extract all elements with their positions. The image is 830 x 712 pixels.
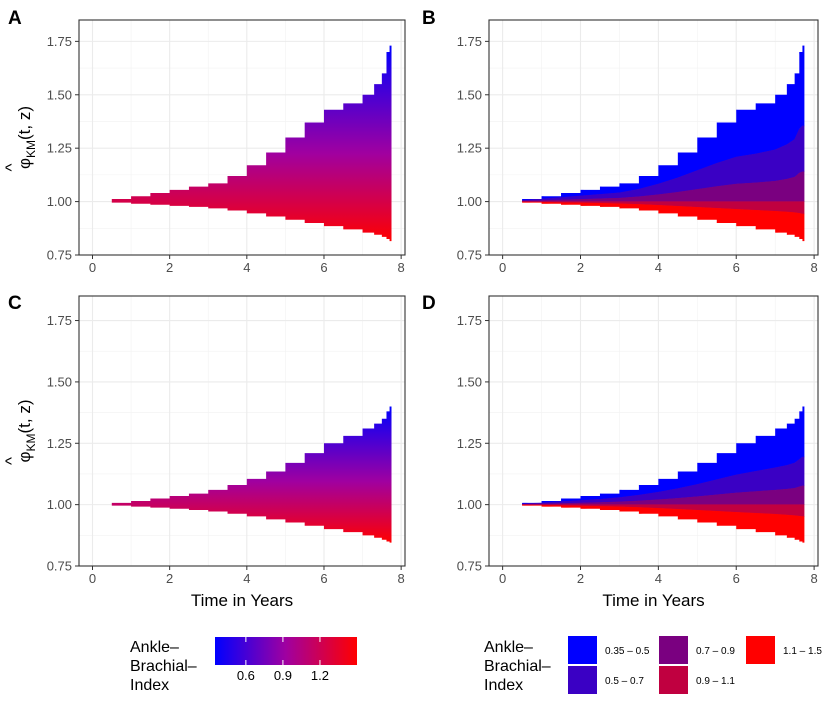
legend-item: 0.5 – 0.7 (568, 666, 644, 694)
x-tick-label: 8 (810, 571, 817, 586)
panel-letter: C (8, 293, 22, 314)
panel-border (78, 19, 406, 256)
panel-B: 0 2 4 6 8 0.75 1.00 1.25 1.50 1.75 B (422, 8, 819, 275)
x-tick-label: 8 (398, 260, 405, 275)
y-tick-label: 1.50 (457, 374, 482, 389)
x-tick-label: 0 (89, 571, 96, 586)
y-tick-label: 1.75 (47, 34, 72, 49)
legend-item-label: 0.7 – 0.9 (696, 646, 735, 657)
legend-title-line: Brachial– (484, 658, 551, 675)
x-tick-label: 8 (810, 260, 817, 275)
x-tick-label: 6 (320, 260, 327, 275)
panel-letter: A (8, 8, 22, 29)
panel-C: 0 2 4 6 8 0.75 1.00 1.25 1.50 1.75 C Time in Years φ… (2, 293, 406, 610)
legend-item: 0.9 – 1.1 (659, 666, 735, 694)
survival-ratio-area (96, 406, 392, 543)
legend-title-line: Index (484, 677, 523, 694)
y-tick-label: 1.00 (47, 194, 72, 209)
x-tick-label: 8 (398, 571, 405, 586)
legend-title-line: Index (130, 677, 169, 694)
y-tick-label: 1.75 (47, 313, 72, 328)
x-tick-label: 4 (243, 260, 250, 275)
x-tick-label: 2 (166, 571, 173, 586)
y-axis-title-text: φKM(t, z) (15, 399, 38, 462)
legend-title-line: Ankle– (484, 639, 533, 656)
legend-binned: Ankle– Brachial– Index 0.35 – 0.5 0.5 – 0.7 0… (484, 636, 822, 694)
y-tick-label: 0.75 (47, 559, 72, 574)
y-tick-label: 1.25 (457, 436, 482, 451)
x-tick-label: 6 (733, 571, 740, 586)
x-tick-label: 2 (577, 260, 584, 275)
panel-border (488, 295, 819, 567)
legends-layer: Ankle– Brachial– Index 0.6 0.9 1.2 Ankle– Brach… (130, 636, 822, 694)
y-axis-title-text: φKM(t, z) (15, 106, 38, 169)
x-axis-title: Time in Years (191, 591, 293, 610)
x-tick-label: 0 (499, 260, 506, 275)
x-tick-label: 0 (89, 260, 96, 275)
legend-item-label: 0.9 – 1.1 (696, 676, 735, 687)
y-tick-label: 1.00 (457, 497, 482, 512)
y-tick-label: 1.00 (457, 194, 482, 209)
legend-swatch (746, 636, 775, 664)
colorbar-tick-label: 0.6 (237, 668, 255, 683)
y-tick-label: 0.75 (457, 559, 482, 574)
x-tick-label: 2 (577, 571, 584, 586)
colorbar-tick-label: 1.2 (311, 668, 329, 683)
legend-item: 1.1 – 1.5 (746, 636, 822, 664)
y-tick-label: 1.25 (47, 141, 72, 156)
legend-continuous: Ankle– Brachial– Index 0.6 0.9 1.2 (130, 637, 357, 694)
x-tick-label: 4 (655, 571, 662, 586)
legend-item: 0.35 – 0.5 (568, 636, 650, 664)
y-tick-label: 1.50 (47, 374, 72, 389)
y-axis-title-hat: ^ (2, 163, 21, 171)
panel-border (488, 19, 819, 256)
y-axis-title-hat: ^ (2, 457, 21, 465)
y-tick-label: 0.75 (47, 248, 72, 263)
x-tick-label: 4 (243, 571, 250, 586)
legend-swatch (568, 666, 597, 694)
y-tick-label: 1.50 (47, 87, 72, 102)
y-tick-label: 1.50 (457, 87, 482, 102)
legend-swatch (659, 666, 688, 694)
y-tick-label: 1.75 (457, 313, 482, 328)
survival-ratio-area (96, 45, 392, 242)
legend-swatch (659, 636, 688, 664)
y-axis-title: φKM(t, z)^ (2, 106, 38, 172)
colorbar (215, 637, 357, 665)
y-axis-title: φKM(t, z)^ (2, 399, 38, 465)
x-tick-label: 6 (733, 260, 740, 275)
legend-swatch (568, 636, 597, 664)
legend-title-line: Brachial– (130, 658, 197, 675)
legend-item-label: 1.1 – 1.5 (783, 646, 822, 657)
y-tick-label: 1.75 (457, 34, 482, 49)
legend-item-label: 0.35 – 0.5 (605, 646, 650, 657)
x-tick-label: 2 (166, 260, 173, 275)
panel-border (78, 295, 406, 567)
y-tick-label: 0.75 (457, 248, 482, 263)
x-tick-label: 6 (320, 571, 327, 586)
x-tick-label: 4 (655, 260, 662, 275)
legend-title-line: Ankle– (130, 639, 179, 656)
y-tick-label: 1.00 (47, 497, 72, 512)
binned-bands (506, 406, 805, 543)
legend-item-label: 0.5 – 0.7 (605, 676, 644, 687)
panel-letter: D (422, 293, 436, 314)
panel-D: 0 2 4 6 8 0.75 1.00 1.25 1.50 1.75 D Time in Years (422, 293, 819, 610)
legend-item: 0.7 – 0.9 (659, 636, 735, 664)
x-axis-title: Time in Years (602, 591, 704, 610)
colorbar-tick-label: 0.9 (274, 668, 292, 683)
y-tick-label: 1.25 (457, 141, 482, 156)
x-tick-label: 0 (499, 571, 506, 586)
y-tick-label: 1.25 (47, 436, 72, 451)
panel-letter: B (422, 8, 436, 29)
